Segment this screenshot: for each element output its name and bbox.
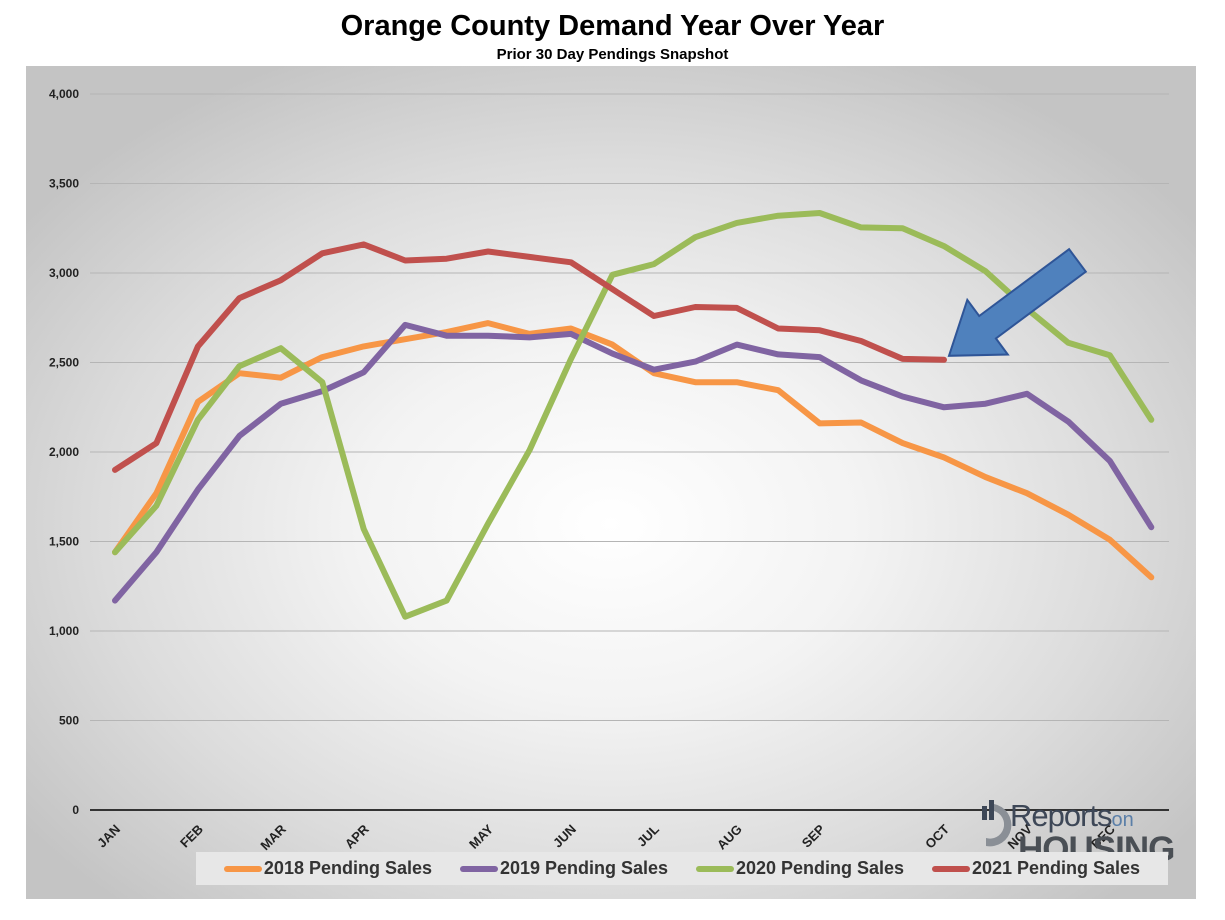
callout-arrow-icon	[947, 247, 1088, 357]
gridlines	[90, 93, 1169, 721]
x-tick-label: JAN	[94, 822, 123, 851]
callout-arrow	[947, 247, 1088, 357]
y-tick-label: 500	[59, 714, 79, 728]
y-tick-label: 1,000	[49, 624, 79, 638]
chart-subtitle: Prior 30 Day Pendings Snapshot	[496, 46, 729, 63]
y-tick-label: 3,000	[49, 266, 79, 280]
legend-label-2021: 2021 Pending Sales	[971, 858, 1141, 878]
logo-word-on: on	[1111, 809, 1134, 831]
legend-item-2020: 2020 Pending Sales	[695, 858, 905, 879]
series-line-2021	[112, 241, 947, 473]
legend-label-2020: 2020 Pending Sales	[735, 858, 905, 878]
x-tick-label: AUG	[714, 822, 745, 853]
x-tick-label: MAR	[257, 821, 289, 853]
series-line-2020	[112, 210, 1155, 620]
y-tick-label: 2,000	[49, 445, 79, 459]
x-tick-label: OCT	[922, 821, 952, 851]
x-tick-label: SEP	[799, 821, 828, 850]
series-line-2019	[112, 321, 1155, 604]
logo-mark-icon	[982, 800, 1012, 847]
logo-text-reports: Reportson	[1010, 798, 1134, 834]
legend-swatch-2019	[459, 865, 498, 872]
x-tick-label: APR	[342, 821, 372, 851]
legend-label-2019: 2019 Pending Sales	[499, 858, 669, 878]
line-chart: 0 500 1,000 1,500 2,000 2,500 3,000 3,500 4,000 J…	[49, 87, 1169, 853]
x-tick-label: JUL	[634, 821, 662, 849]
legend-item-2018: 2018 Pending Sales	[223, 858, 433, 879]
plot-area: 0 500 1,000 1,500 2,000 2,500 3,000 3,500 4,000 J…	[26, 66, 1196, 899]
legend-item-2021: 2021 Pending Sales	[931, 858, 1141, 879]
x-tick-label: FEB	[177, 822, 206, 851]
legend-swatch-2021	[931, 865, 970, 872]
chart-title: Orange County Demand Year Over Year	[340, 10, 885, 42]
logo-word-reports: Reports	[1010, 798, 1113, 833]
legend-swatch-2018	[223, 865, 262, 872]
y-tick-label: 2,500	[49, 356, 79, 370]
series-lines	[112, 210, 1155, 620]
y-tick-label: 4,000	[49, 87, 79, 101]
legend-swatch-2020	[695, 865, 734, 872]
axes: 0 500 1,000 1,500 2,000 2,500 3,000 3,500 4,000 J…	[49, 87, 1169, 853]
legend-label-2018: 2018 Pending Sales	[263, 858, 433, 878]
y-tick-label: 3,500	[49, 177, 79, 191]
legend-item-2019: 2019 Pending Sales	[459, 858, 669, 879]
y-tick-label: 1,500	[49, 535, 79, 549]
x-tick-label: MAY	[466, 821, 496, 851]
x-tick-label: JUN	[550, 822, 579, 851]
y-tick-label: 0	[72, 803, 79, 817]
legend: 2018 Pending Sales 2019 Pending Sales 20…	[196, 852, 1168, 885]
